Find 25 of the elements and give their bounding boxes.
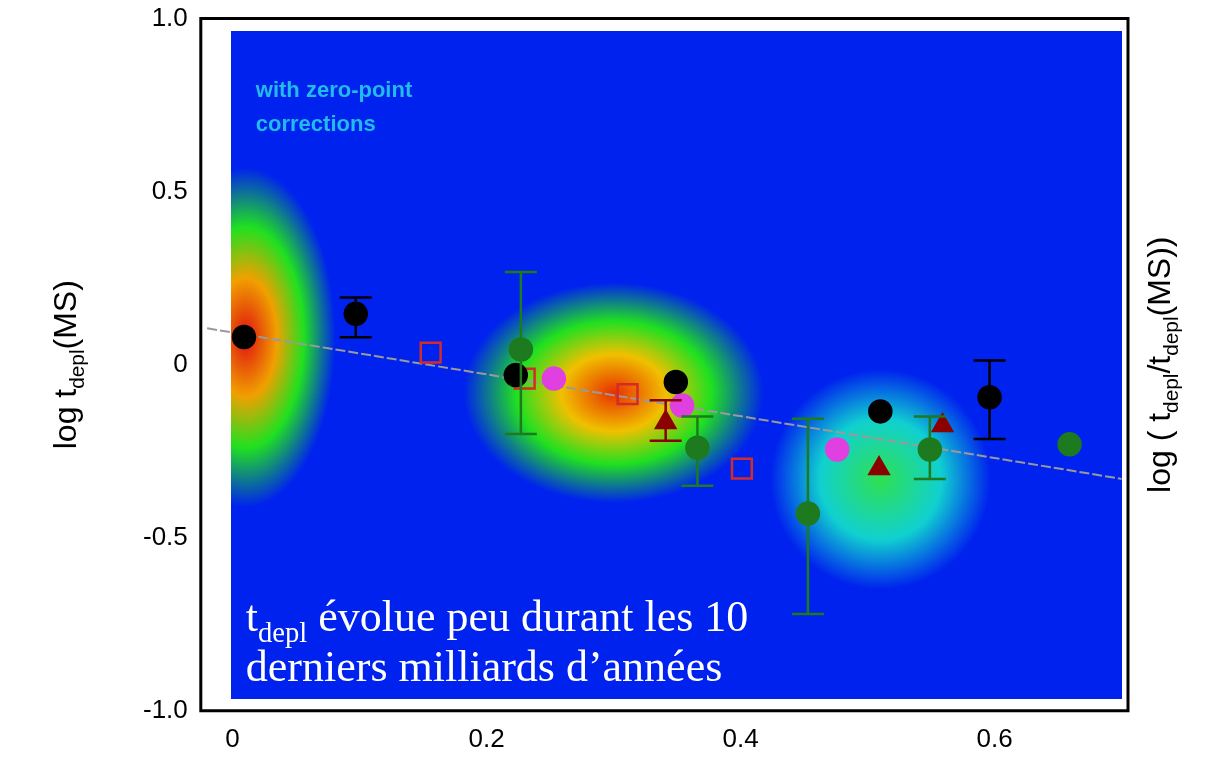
annotation: with zero-point corrections bbox=[254, 76, 413, 136]
x-tick-label: 0.4 bbox=[722, 722, 759, 753]
y-tick-label: 0 bbox=[173, 347, 188, 378]
y-tick-label: 0.5 bbox=[151, 174, 188, 205]
y-tick-label: -1.0 bbox=[142, 693, 188, 724]
y-tick-label: -0.5 bbox=[142, 520, 188, 551]
x-tick-label: 0 bbox=[225, 722, 240, 753]
point bbox=[1057, 432, 1082, 457]
y2-axis-title: log ( tdepl/tdepl(MS)) bbox=[1141, 236, 1182, 493]
point bbox=[419, 341, 442, 364]
y-tick-label: 1.0 bbox=[151, 1, 188, 32]
point bbox=[868, 399, 893, 424]
x-tick-label: 0.2 bbox=[468, 722, 505, 753]
point bbox=[508, 337, 534, 362]
point bbox=[541, 366, 567, 391]
point bbox=[616, 382, 639, 406]
point bbox=[795, 501, 821, 526]
point bbox=[824, 437, 850, 462]
point bbox=[663, 369, 689, 395]
point bbox=[343, 301, 369, 327]
point bbox=[917, 437, 943, 462]
x-tick-label: 0.6 bbox=[976, 722, 1013, 753]
y-axis-title: log tdepl(MS) bbox=[46, 280, 88, 450]
point bbox=[231, 324, 257, 350]
point bbox=[730, 457, 754, 480]
